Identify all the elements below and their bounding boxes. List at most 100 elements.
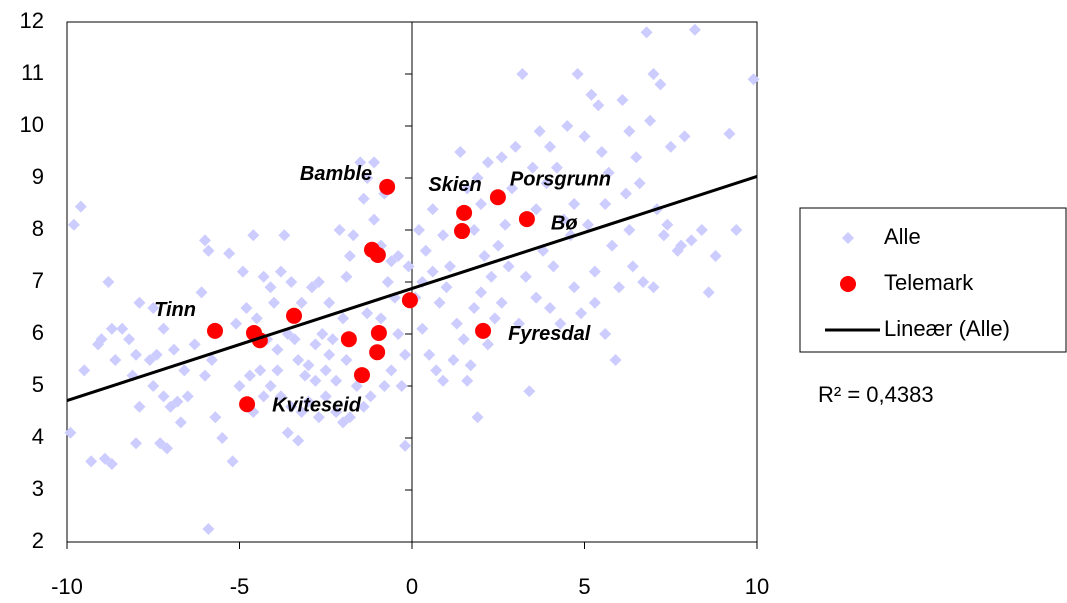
point — [319, 364, 332, 377]
point — [174, 416, 187, 429]
point — [585, 88, 598, 101]
point — [426, 265, 439, 278]
point — [381, 276, 394, 288]
point — [274, 265, 287, 278]
point — [357, 192, 370, 205]
legend-label: Telemark — [884, 270, 974, 295]
point — [299, 369, 312, 382]
y-tick-label: 8 — [32, 216, 44, 241]
point — [588, 265, 601, 278]
point — [369, 344, 386, 361]
point — [181, 390, 194, 403]
point — [630, 151, 643, 164]
point — [709, 250, 722, 262]
point — [250, 312, 263, 325]
point — [540, 177, 553, 190]
point — [109, 354, 122, 366]
point — [302, 359, 315, 372]
point — [154, 437, 167, 450]
point — [157, 390, 170, 403]
point — [361, 172, 374, 184]
point — [647, 281, 660, 294]
point — [326, 333, 339, 346]
point — [499, 218, 512, 231]
point — [254, 364, 267, 377]
point — [302, 395, 315, 408]
point — [85, 455, 98, 468]
point — [730, 224, 743, 236]
point — [285, 400, 298, 413]
point — [354, 156, 367, 169]
point — [102, 276, 115, 288]
y-tick-label: 11 — [21, 60, 44, 85]
point — [340, 331, 357, 348]
point — [343, 250, 356, 262]
point — [239, 396, 256, 413]
point — [74, 200, 87, 213]
point — [98, 452, 111, 465]
point — [207, 322, 224, 339]
point — [64, 426, 77, 439]
point — [243, 369, 256, 382]
point — [530, 203, 543, 216]
point — [95, 333, 108, 346]
point — [240, 302, 253, 314]
point — [481, 156, 494, 169]
point — [526, 161, 539, 174]
point — [747, 73, 760, 86]
point — [268, 296, 280, 309]
point — [419, 244, 432, 257]
point — [392, 250, 405, 262]
point — [426, 203, 439, 216]
point — [105, 322, 118, 335]
point — [264, 281, 277, 294]
point — [330, 374, 343, 387]
point — [702, 286, 715, 299]
point — [312, 411, 325, 424]
y-tick-label: 6 — [32, 320, 44, 345]
point — [519, 270, 532, 283]
point — [695, 224, 708, 236]
point — [430, 364, 443, 377]
point — [199, 369, 211, 382]
point — [437, 229, 450, 242]
point — [274, 390, 287, 403]
point — [385, 255, 398, 268]
point — [609, 354, 622, 366]
point — [171, 395, 184, 408]
point — [368, 213, 381, 226]
x-tick-label: 0 — [406, 574, 418, 599]
point — [281, 426, 294, 439]
point — [533, 125, 546, 138]
point — [330, 406, 343, 418]
point — [518, 211, 535, 228]
point-label: Fyresdal — [508, 323, 591, 345]
point — [143, 354, 156, 366]
point — [337, 312, 349, 325]
point — [461, 374, 474, 387]
point — [392, 328, 405, 340]
point-label: Tinn — [154, 299, 196, 321]
point — [133, 296, 146, 309]
legend-marker — [840, 276, 856, 292]
point — [592, 99, 605, 112]
point — [571, 68, 584, 80]
point — [481, 338, 494, 351]
point — [399, 439, 412, 452]
point — [295, 406, 308, 418]
point — [640, 26, 653, 39]
point — [309, 374, 322, 387]
point — [147, 380, 160, 392]
point — [454, 146, 467, 158]
point — [423, 348, 436, 361]
point — [626, 260, 639, 273]
point — [164, 400, 177, 413]
point — [133, 400, 146, 413]
point — [199, 234, 211, 247]
point — [606, 239, 619, 252]
point — [361, 307, 374, 320]
point — [340, 354, 353, 366]
point — [675, 239, 688, 252]
point — [226, 455, 239, 468]
point — [150, 348, 163, 361]
